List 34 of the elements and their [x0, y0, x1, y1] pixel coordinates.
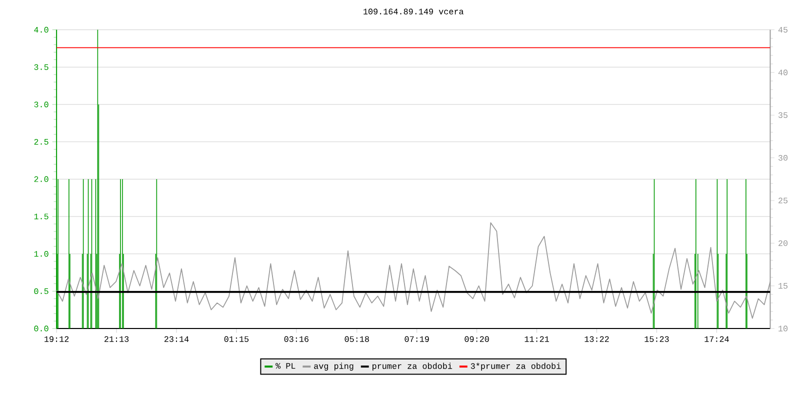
y-tick-label: 1.0: [34, 250, 48, 257]
x-tick-label: 11:21: [524, 336, 549, 342]
y-tick-label: 2.0: [34, 176, 48, 182]
y2-tick-label: 15: [778, 283, 788, 289]
legend-label: prumer za obdobi: [372, 362, 452, 371]
y-tick-label: 2.5: [34, 138, 48, 145]
y2-tick-label: 40: [778, 70, 788, 76]
x-tick-label: 21:13: [104, 336, 129, 342]
legend-label: 3*prumer za obdobi: [470, 362, 561, 371]
x-tick-label: 19:12: [44, 336, 69, 342]
y2-tick-label: 25: [778, 198, 788, 204]
y-tick-label: 1.5: [34, 214, 48, 220]
x-tick-label: 23:14: [164, 336, 189, 342]
legend-label: avg ping: [314, 362, 354, 371]
y-tick-label: 0.5: [34, 288, 48, 294]
y-tick-label: 3.5: [34, 64, 48, 70]
legend-label: % PL: [276, 363, 296, 369]
x-tick-label: 09:20: [464, 336, 489, 342]
x-tick-label: 07:19: [404, 336, 429, 342]
y2-tick-label: 45: [778, 26, 788, 33]
x-tick-label: 03:16: [284, 336, 308, 342]
y-tick-label: 0.0: [34, 326, 48, 332]
x-tick-label: 17:24: [704, 336, 729, 342]
y2-tick-label: 30: [778, 154, 788, 161]
y2-tick-label: 20: [778, 240, 788, 246]
chart-title: 109.164.89.149 vcera: [364, 8, 464, 14]
x-tick-label: 05:18: [344, 336, 369, 342]
x-tick-label: 01:15: [224, 336, 249, 342]
y-tick-label: 4.0: [34, 26, 48, 33]
x-tick-label: 13:22: [584, 336, 609, 342]
x-tick-label: 15:23: [644, 336, 669, 342]
y2-tick-label: 35: [778, 112, 788, 118]
y-tick-label: 3.0: [34, 102, 48, 108]
y2-tick-label: 10: [778, 326, 788, 332]
